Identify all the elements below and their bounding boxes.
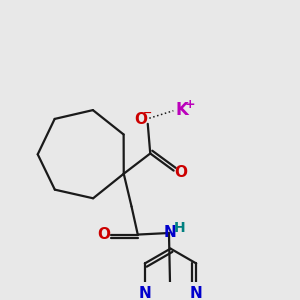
- Text: H: H: [173, 221, 185, 235]
- Text: K: K: [176, 101, 188, 119]
- Text: N: N: [190, 286, 203, 300]
- Text: +: +: [184, 98, 195, 111]
- Text: N: N: [139, 286, 151, 300]
- Text: O: O: [97, 227, 110, 242]
- Text: N: N: [164, 225, 177, 240]
- Text: O: O: [174, 165, 187, 180]
- Text: −: −: [142, 108, 152, 118]
- Text: O: O: [134, 112, 147, 127]
